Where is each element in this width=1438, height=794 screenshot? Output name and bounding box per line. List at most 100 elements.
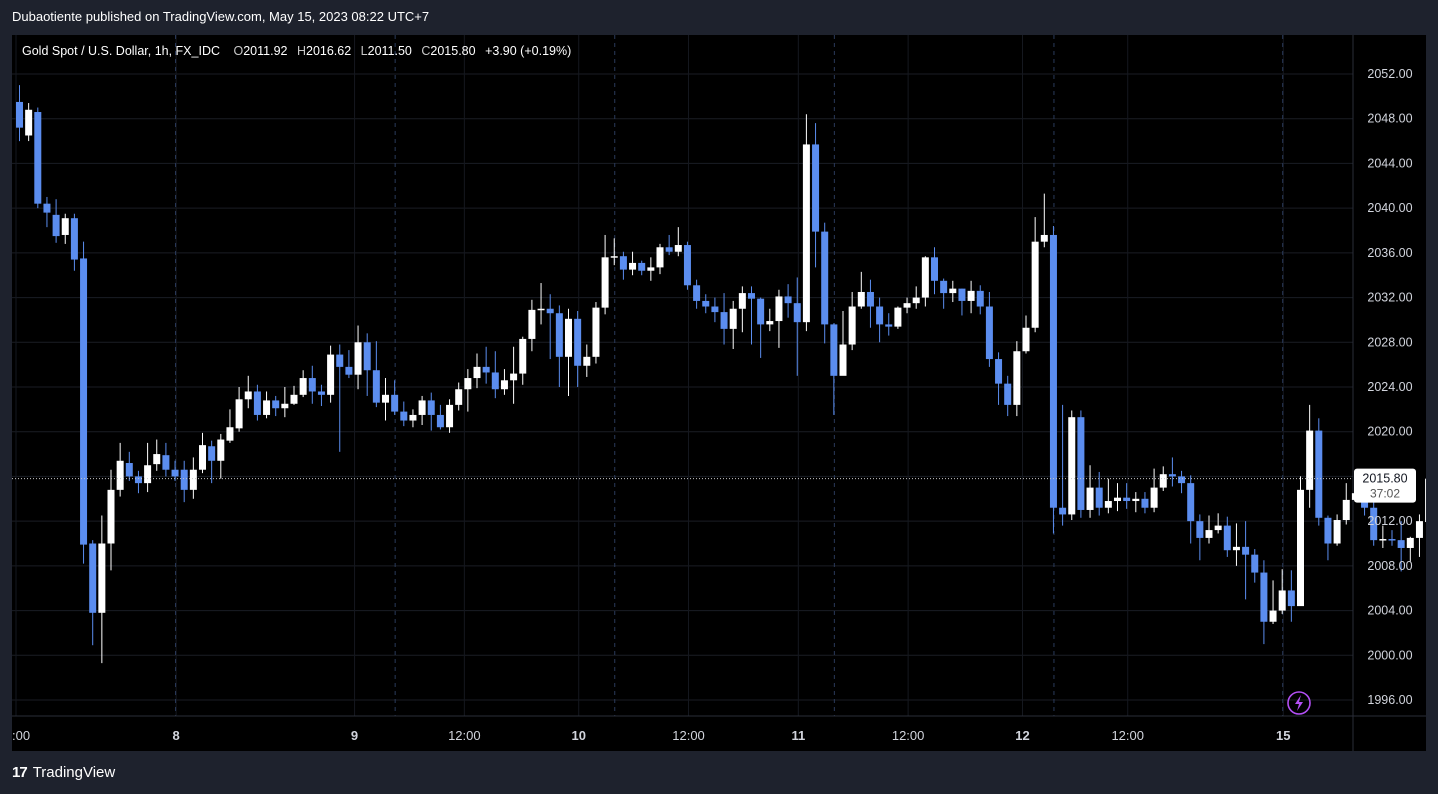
candle-body	[107, 489, 115, 544]
candle-body	[436, 414, 444, 428]
candle-body	[1242, 546, 1250, 555]
candle-body	[1260, 572, 1268, 622]
candle-body	[995, 359, 1003, 384]
candle-body	[1059, 507, 1067, 515]
candle-body	[546, 308, 554, 314]
candle	[839, 310, 847, 376]
candle	[1415, 514, 1423, 557]
candle	[1132, 492, 1140, 513]
candle-body	[491, 372, 499, 390]
x-tick-label: 15	[1276, 728, 1290, 743]
candle-body	[455, 389, 463, 405]
candle-body	[665, 247, 673, 252]
candle-body	[757, 298, 765, 325]
candlestick-chart[interactable]: 2052.00 2048.00 2044.00 2040.00 2036.00 2032.…	[12, 35, 1426, 751]
candle-body	[1406, 537, 1414, 548]
candle-body	[1114, 497, 1121, 502]
candle-body	[683, 245, 691, 286]
candle-body	[290, 394, 298, 404]
candle-body	[565, 318, 572, 357]
candle	[683, 241, 691, 290]
candle	[821, 222, 829, 344]
candle-body	[1342, 499, 1350, 521]
candle-body	[766, 321, 774, 325]
candle-body	[1278, 590, 1286, 611]
candle	[299, 370, 307, 398]
candle	[1242, 521, 1250, 600]
candle	[1306, 404, 1314, 508]
lightning-icon[interactable]	[1287, 691, 1311, 715]
candle	[565, 308, 572, 396]
candle	[464, 369, 472, 412]
candle-body	[775, 296, 783, 322]
candle-body	[226, 427, 234, 441]
candle	[784, 284, 792, 318]
candle	[1104, 478, 1112, 514]
x-tick-label: 11	[791, 728, 805, 743]
candle	[528, 299, 536, 352]
candle	[711, 297, 719, 323]
candle	[574, 310, 582, 387]
candle-body	[1388, 539, 1396, 541]
candle	[272, 395, 280, 417]
candle	[1068, 410, 1076, 521]
candle	[949, 280, 957, 303]
candle-body	[473, 366, 481, 379]
candle	[674, 227, 682, 257]
candle-body	[1223, 525, 1231, 551]
candle-body	[711, 306, 719, 313]
candle-body	[446, 404, 454, 428]
candle-body	[821, 231, 829, 325]
candle	[1187, 475, 1195, 544]
candle-body	[1187, 483, 1195, 522]
y-tick-label: 2004.00	[1367, 604, 1412, 618]
candle	[134, 470, 142, 494]
candle	[25, 103, 33, 142]
candle	[1040, 193, 1048, 248]
candle-body	[1397, 540, 1405, 548]
candle-body	[52, 214, 60, 237]
candle-body	[1086, 487, 1094, 510]
candle-body	[574, 318, 582, 366]
candle-body	[812, 144, 820, 232]
candle-body	[1287, 590, 1295, 607]
chart-area[interactable]: 2052.00 2048.00 2044.00 2040.00 2036.00 2032.…	[12, 35, 1426, 751]
candle-body	[500, 380, 508, 390]
candle	[866, 279, 874, 328]
candle	[985, 291, 993, 367]
candle-body	[940, 280, 948, 294]
candle-body	[363, 342, 371, 371]
candle-body	[738, 293, 746, 309]
candle-body	[1031, 241, 1039, 328]
candle-body	[802, 144, 810, 323]
candle	[1232, 523, 1240, 566]
candle	[1196, 514, 1204, 561]
candle-body	[327, 354, 335, 395]
candle-body	[958, 288, 966, 301]
candle-body	[244, 391, 252, 400]
candle	[976, 285, 984, 315]
candle-body	[519, 338, 527, 374]
candle-body	[272, 400, 280, 409]
candle	[757, 297, 765, 358]
candle-body	[1333, 520, 1341, 544]
y-tick-label: 2000.00	[1367, 648, 1412, 662]
candle	[327, 345, 335, 403]
candle	[729, 300, 737, 349]
candle	[601, 234, 609, 315]
candle	[610, 238, 618, 266]
candle-body	[1379, 539, 1387, 541]
candle	[372, 341, 380, 408]
candle-body	[482, 366, 490, 373]
candle-body	[1013, 351, 1021, 405]
candle	[162, 442, 170, 477]
candle	[34, 107, 42, 209]
svg-text:Gold Spot / U.S. Dollar, 1h, F: Gold Spot / U.S. Dollar, 1h, FX_IDC O201…	[22, 44, 571, 58]
candle-body	[1315, 430, 1323, 518]
y-tick-label: 2052.00	[1367, 67, 1412, 81]
candle	[235, 387, 243, 432]
candle	[363, 333, 371, 396]
candle	[885, 313, 893, 336]
y-tick-label: 2040.00	[1367, 201, 1412, 215]
candle	[1022, 315, 1030, 354]
